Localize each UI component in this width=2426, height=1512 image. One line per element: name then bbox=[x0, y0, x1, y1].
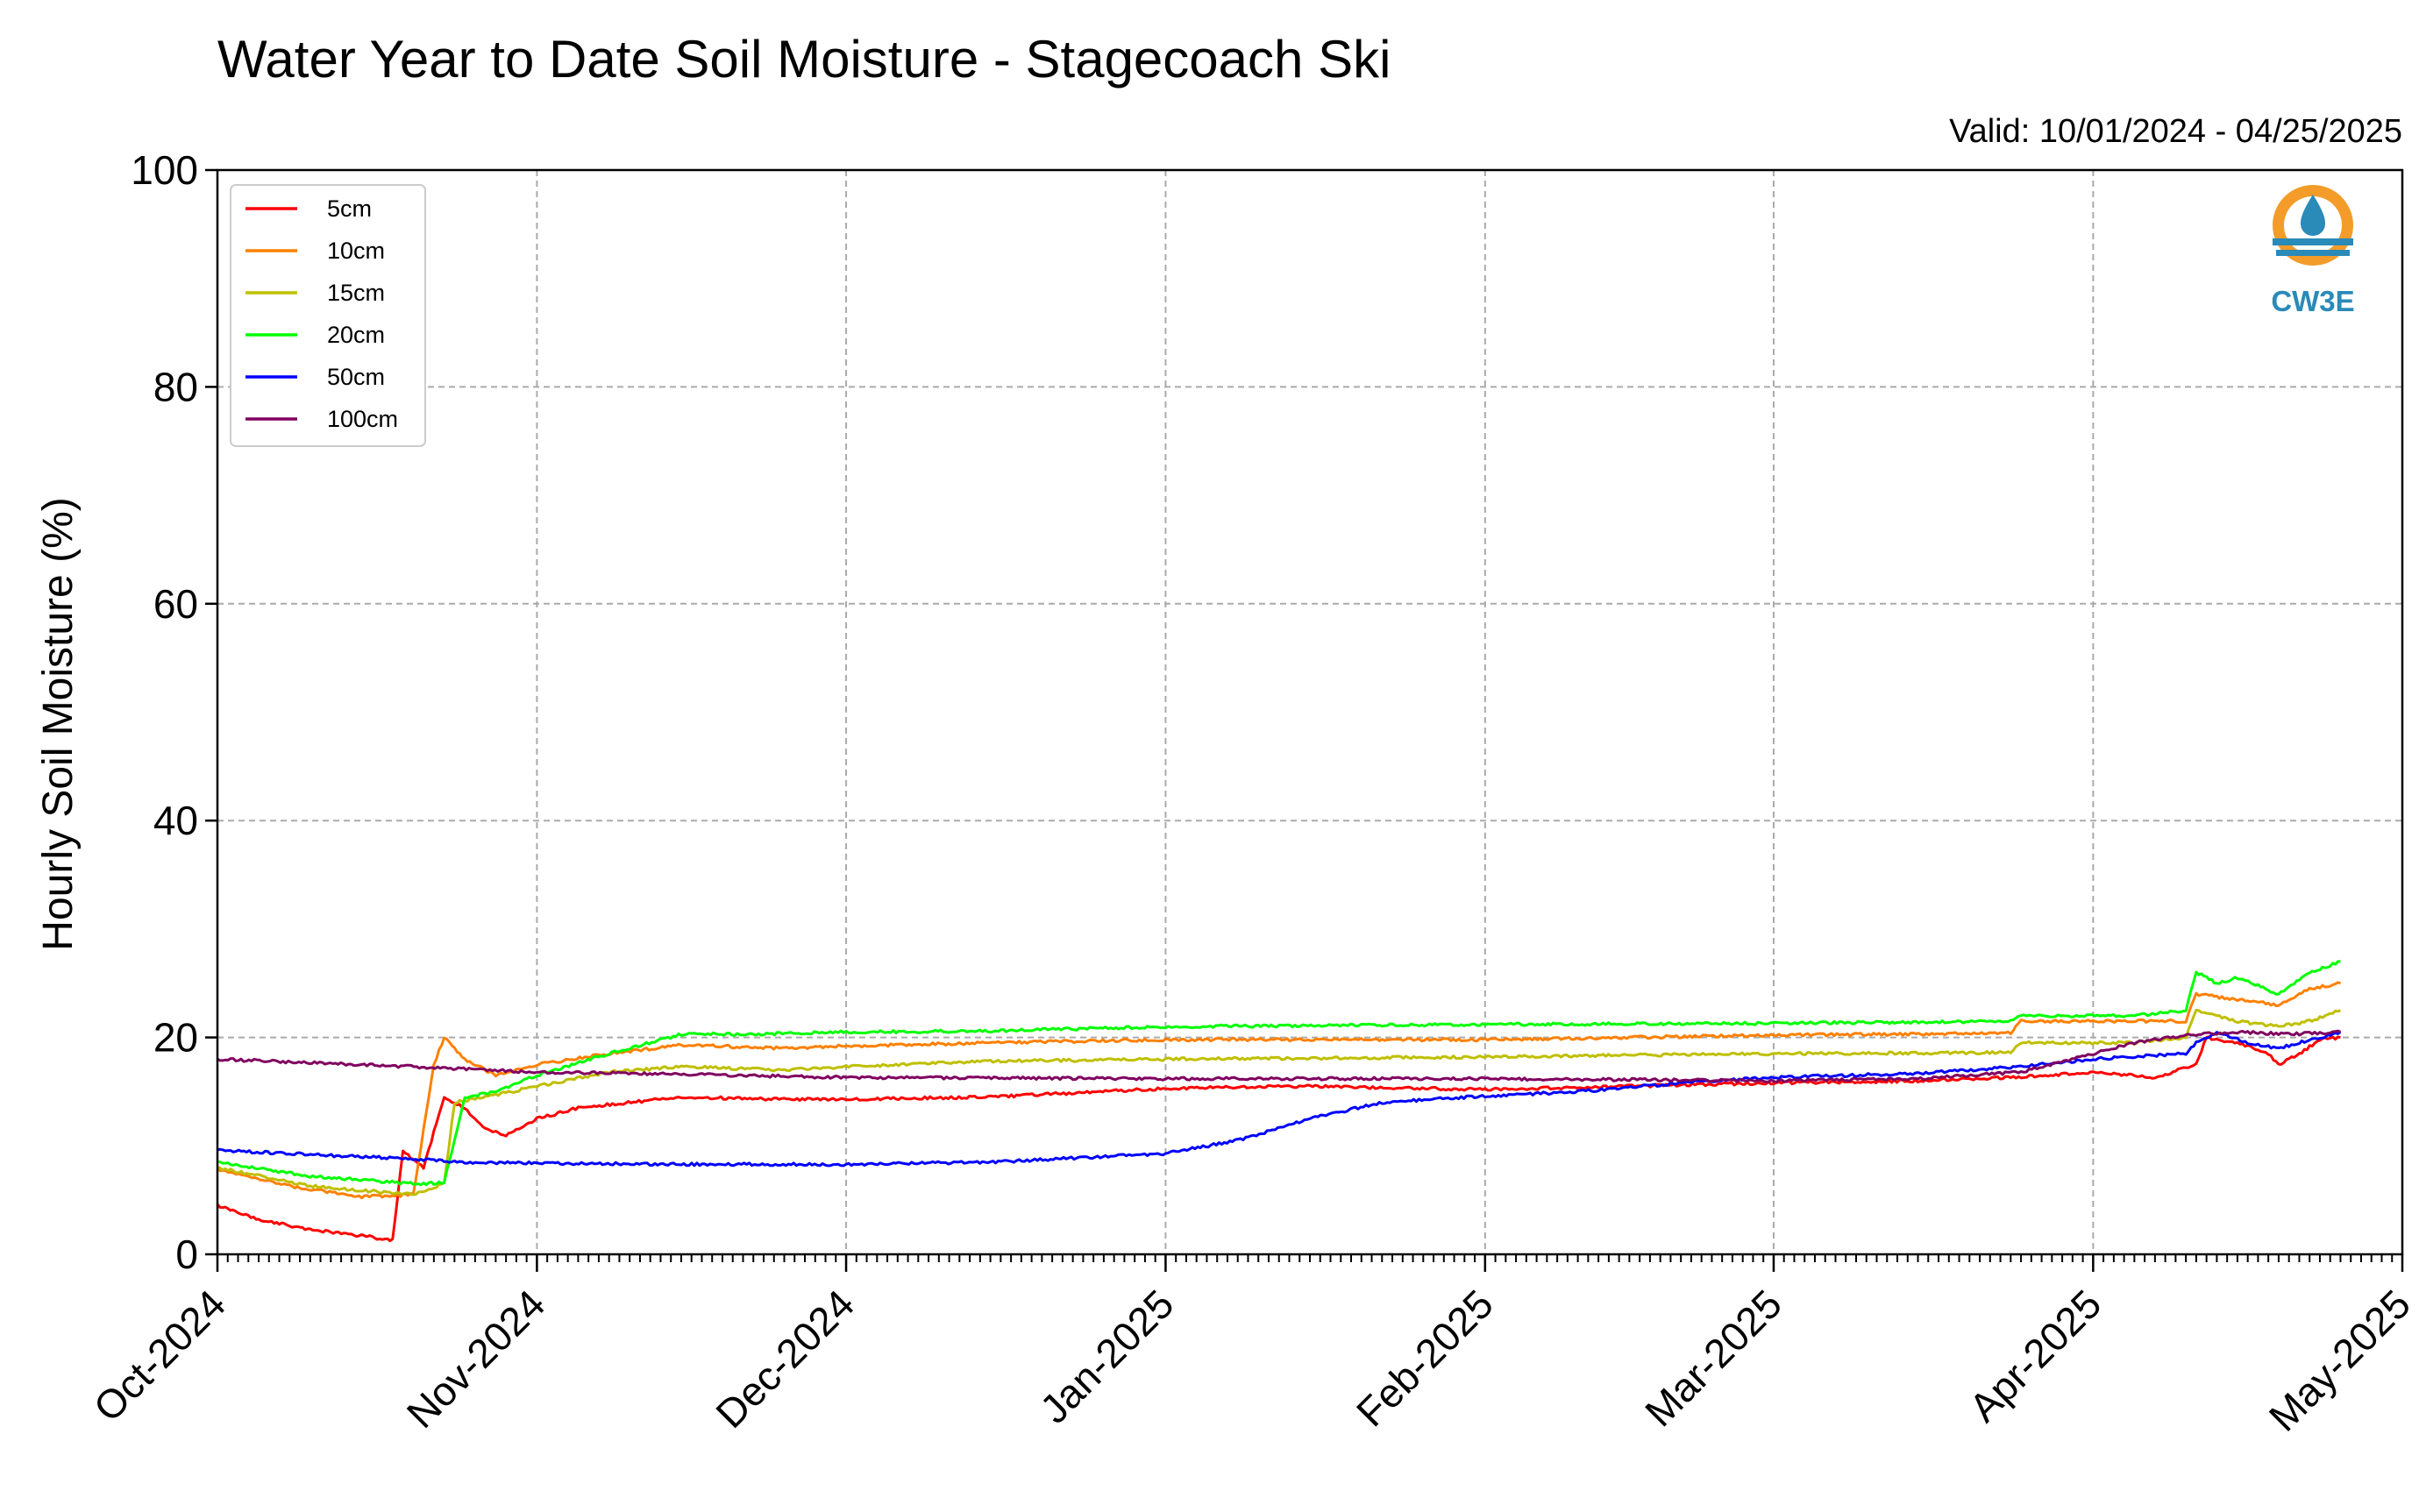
plot-frame bbox=[216, 168, 2404, 1256]
legend-label: 15cm bbox=[327, 280, 385, 306]
series-lines bbox=[216, 960, 2342, 1243]
y-axis-label: Hourly Soil Moisture (%) bbox=[35, 497, 82, 950]
x-tick-label: Apr-2025 bbox=[1960, 1281, 2110, 1430]
logo-text: CW3E bbox=[2271, 285, 2354, 317]
legend-label: 10cm bbox=[327, 238, 385, 264]
series-line-15cm bbox=[217, 1008, 2342, 1196]
legend: 5cm 10cm 15cm 20cm 50cm 100cm bbox=[230, 184, 426, 447]
axes: 0 20 40 60 80 100 Oct-2024 Nov-2024 Dec-2024 Jan-… bbox=[85, 147, 2420, 1440]
y-tick-label: 100 bbox=[131, 147, 198, 193]
x-tick-label: Dec-2024 bbox=[707, 1281, 863, 1437]
logo-wave-band-icon-2 bbox=[2276, 250, 2350, 256]
y-tick-label: 40 bbox=[153, 798, 198, 843]
legend-label: 20cm bbox=[327, 322, 385, 348]
series-line-100cm bbox=[217, 1029, 2342, 1083]
cw3e-logo: CW3E bbox=[2271, 185, 2355, 317]
x-tick-label: Nov-2024 bbox=[398, 1281, 554, 1437]
valid-range: Valid: 10/01/2024 - 04/25/2025 bbox=[1949, 113, 2402, 150]
y-tick-label: 20 bbox=[153, 1015, 198, 1061]
x-tick-label: Jan-2025 bbox=[1031, 1281, 1182, 1431]
chart-title: Water Year to Date Soil Moisture - Stage… bbox=[217, 30, 1391, 89]
series-line-20cm bbox=[217, 960, 2341, 1187]
y-tick-label: 0 bbox=[175, 1232, 198, 1277]
x-tick-label: May-2025 bbox=[2260, 1281, 2419, 1439]
legend-label: 100cm bbox=[327, 406, 398, 432]
y-tick-label: 60 bbox=[153, 581, 198, 627]
legend-label: 5cm bbox=[327, 195, 372, 222]
grid bbox=[217, 169, 2403, 1255]
y-tick-label: 80 bbox=[153, 364, 198, 409]
logo-wave-band-icon bbox=[2273, 238, 2353, 245]
logo-water-drop-icon bbox=[2301, 195, 2325, 236]
series-line-10cm bbox=[217, 981, 2341, 1200]
x-tick-label: Mar-2025 bbox=[1636, 1281, 1790, 1435]
x-tick-label: Oct-2024 bbox=[85, 1281, 235, 1430]
series-line-50cm bbox=[217, 1031, 2342, 1168]
series-line-5cm bbox=[216, 1035, 2341, 1243]
legend-label: 50cm bbox=[327, 364, 385, 390]
x-tick-label: Feb-2025 bbox=[1348, 1281, 1502, 1435]
